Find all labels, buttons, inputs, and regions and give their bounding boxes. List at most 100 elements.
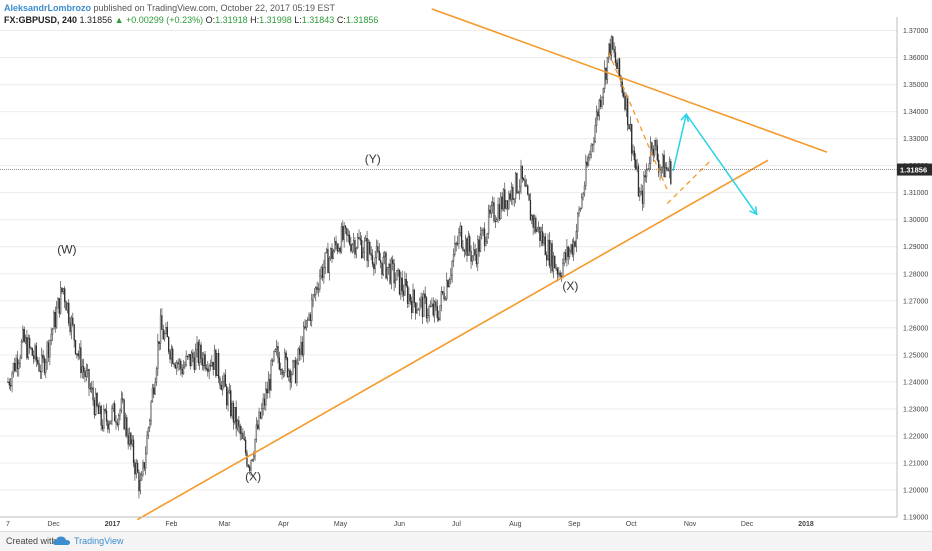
candle-body — [42, 354, 44, 359]
candle-body — [512, 186, 514, 200]
trendline-lower-support[interactable] — [136, 159, 769, 521]
candle-body — [84, 371, 86, 378]
candle-body — [294, 360, 297, 383]
y-tick-label: 1.21000 — [903, 460, 928, 467]
candle-body — [23, 328, 25, 342]
candle-body — [405, 278, 407, 286]
y-tick-label: 1.25000 — [903, 352, 928, 359]
candle-body — [14, 363, 16, 372]
candle-body — [492, 202, 494, 206]
plot-background — [0, 0, 932, 531]
candle-body — [486, 233, 488, 243]
candle-body — [274, 348, 276, 352]
candle-body — [232, 403, 235, 423]
candle-body — [562, 263, 564, 277]
candle-body — [509, 193, 511, 200]
candle-body — [158, 341, 160, 344]
candle-body — [459, 225, 461, 233]
candle-body — [201, 358, 204, 366]
candle-body — [263, 398, 266, 406]
x-tick-label: Apr — [278, 521, 290, 528]
price-chart[interactable]: (W) (Y) (X) (X) 1.37000 1.36000 1.35000 1.3400… — [0, 0, 932, 531]
candle-body — [456, 243, 459, 245]
candle-body — [521, 165, 524, 179]
candle-body — [289, 370, 291, 383]
x-tick-label: Jul — [452, 521, 461, 528]
price-axis[interactable]: 1.370001.360001.350001.340001.330001.320… — [896, 0, 932, 531]
candle-body — [397, 269, 399, 271]
candle-body — [478, 239, 480, 252]
candle-body — [628, 124, 630, 130]
candle-body — [347, 234, 349, 236]
candle-body — [363, 240, 366, 253]
candle-body — [174, 364, 177, 369]
candle-body — [367, 242, 370, 261]
low-value: 1.31843 — [301, 15, 335, 25]
candle-body — [92, 387, 94, 401]
candle-body — [436, 306, 438, 319]
candle-body — [496, 219, 498, 222]
candle-body — [621, 81, 623, 93]
candle-body — [606, 56, 609, 80]
candle-body — [339, 247, 341, 253]
candle-body — [413, 289, 415, 303]
candle-body — [139, 479, 141, 492]
candle-body — [104, 409, 106, 412]
wave-label: (W) — [57, 242, 76, 256]
time-axis[interactable]: 7 Dec 2017 Feb Mar Apr May Jun Jul Aug Sep Oct Nov De… — [0, 516, 897, 528]
candle-body — [319, 275, 321, 290]
tradingview-brand-link[interactable]: TradingView — [74, 536, 124, 546]
candle-body — [556, 268, 559, 275]
candle-body — [276, 346, 278, 350]
candle-body — [235, 407, 237, 429]
candle-body — [278, 357, 280, 370]
candle-body — [88, 369, 90, 389]
projection-segment[interactable] — [685, 113, 758, 215]
candle-body — [444, 298, 447, 300]
trendline-wedge-bottom[interactable] — [666, 159, 712, 204]
candle-body — [332, 250, 334, 259]
candle-body — [39, 370, 42, 373]
candle-body — [439, 305, 441, 320]
candle-body — [61, 287, 63, 292]
candle-body — [205, 368, 208, 370]
trendline-upper-resistance[interactable] — [431, 8, 828, 153]
candle-body — [246, 452, 248, 466]
candle-body — [199, 344, 201, 364]
trendline-wedge-top[interactable] — [607, 51, 668, 191]
symbol-label[interactable]: FX:GBPUSD, 240 — [4, 15, 78, 25]
candle-body — [536, 229, 538, 232]
candle-body — [308, 314, 310, 320]
candle-body — [643, 175, 645, 204]
tradingview-cloud-icon[interactable] — [52, 535, 72, 549]
open-value: 1.31918 — [215, 15, 248, 25]
candle-body — [113, 403, 116, 422]
candle-body — [309, 314, 312, 321]
candle-body — [72, 317, 74, 325]
candle-body — [514, 172, 517, 199]
y-tick-label: 1.26000 — [903, 325, 928, 332]
x-tick-label: Dec — [741, 521, 754, 528]
candle-body — [43, 357, 46, 373]
y-tick-label: 1.35000 — [903, 82, 928, 89]
candle-body — [234, 407, 236, 423]
candle-body — [305, 320, 307, 329]
created-with-label: Created with — [6, 536, 57, 546]
candle-body — [197, 342, 199, 364]
wave-label: (X) — [562, 279, 578, 293]
candle-body — [204, 354, 206, 369]
candle-body — [474, 249, 476, 255]
candle-body — [558, 272, 560, 275]
candle-body — [282, 372, 285, 375]
candle-body — [629, 124, 632, 130]
candle-body — [130, 432, 132, 445]
candle-body — [377, 246, 379, 252]
candle-body — [147, 427, 150, 436]
x-tick-label: 7 — [6, 521, 10, 528]
candle-body — [76, 353, 78, 355]
author-name[interactable]: AleksandrLombrozo — [4, 3, 92, 13]
candle-body — [402, 290, 405, 296]
projection-segment[interactable] — [672, 114, 688, 172]
candle-body — [374, 257, 376, 269]
candle-body — [45, 361, 47, 373]
